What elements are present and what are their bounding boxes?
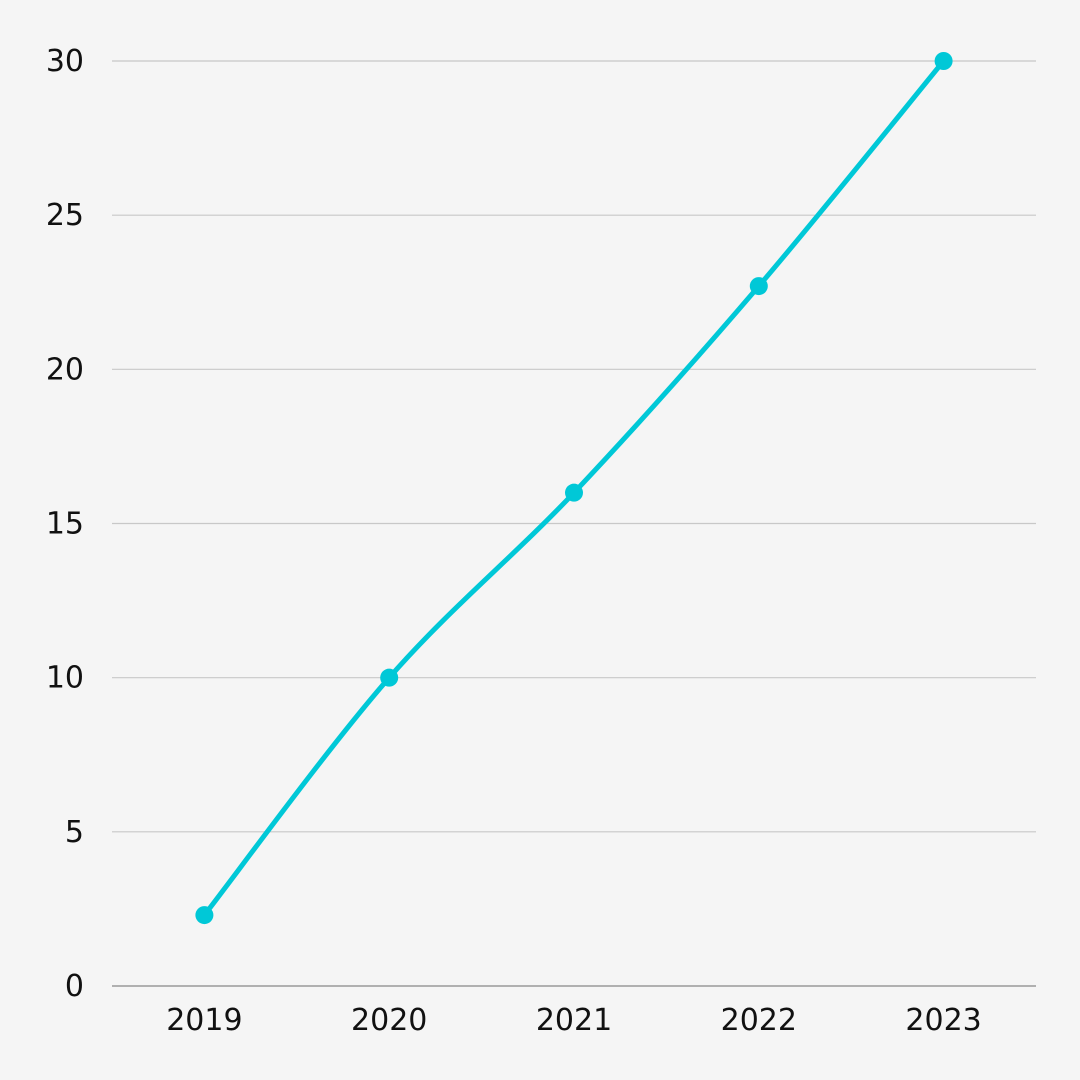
data-point <box>195 906 214 925</box>
x-tick-label: 2023 <box>905 1003 981 1038</box>
marker-layer <box>195 52 953 925</box>
x-tick-label: 2019 <box>166 1003 242 1038</box>
y-tick-labels: 0 5 10 15 20 25 30 <box>46 44 84 1004</box>
y-tick-label: 20 <box>46 352 84 387</box>
y-tick-label: 0 <box>65 969 84 1004</box>
y-tick-label: 30 <box>46 44 84 79</box>
y-tick-label: 15 <box>46 507 84 542</box>
x-tick-labels: 2019 2020 2021 2022 2023 <box>166 1003 982 1038</box>
x-tick-label: 2020 <box>351 1003 427 1038</box>
x-tick-label: 2021 <box>536 1003 612 1038</box>
grid-layer <box>112 60 1036 833</box>
data-point <box>749 277 768 296</box>
x-tick-label: 2022 <box>721 1003 797 1038</box>
data-point <box>934 52 953 70</box>
y-tick-label: 10 <box>46 661 84 696</box>
data-point <box>380 668 399 687</box>
y-tick-label: 5 <box>65 815 84 850</box>
data-point <box>565 483 583 502</box>
y-tick-label: 25 <box>46 198 84 233</box>
